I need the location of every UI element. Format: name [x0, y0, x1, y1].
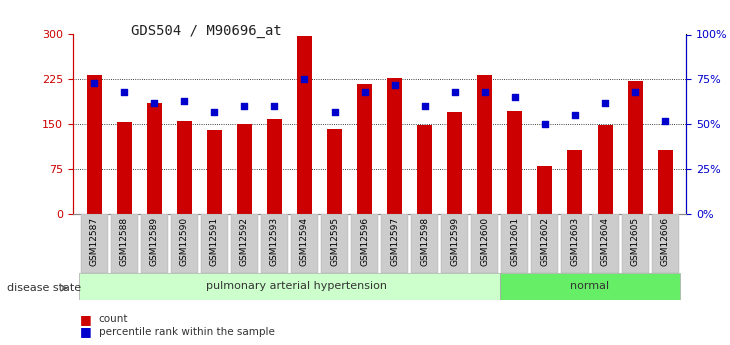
- Bar: [351, 214, 378, 273]
- Bar: [507, 111, 523, 214]
- Text: GSM12602: GSM12602: [540, 217, 550, 266]
- Text: GSM12601: GSM12601: [510, 217, 519, 266]
- Point: [269, 104, 280, 109]
- Bar: [291, 214, 318, 273]
- Point: [479, 89, 491, 95]
- Point: [178, 98, 190, 104]
- Bar: [531, 214, 558, 273]
- Text: GSM12599: GSM12599: [450, 217, 459, 266]
- Point: [569, 112, 581, 118]
- Bar: [387, 78, 402, 214]
- Text: GSM12598: GSM12598: [420, 217, 429, 266]
- Bar: [201, 214, 228, 273]
- Bar: [327, 129, 342, 214]
- Bar: [598, 125, 612, 214]
- Text: pulmonary arterial hypertension: pulmonary arterial hypertension: [207, 282, 388, 291]
- Point: [209, 109, 220, 115]
- Point: [358, 89, 370, 95]
- Text: count: count: [99, 314, 128, 324]
- Point: [629, 89, 641, 95]
- Text: GSM12596: GSM12596: [360, 217, 369, 266]
- Bar: [417, 125, 432, 214]
- Bar: [477, 75, 492, 214]
- Bar: [321, 214, 348, 273]
- Bar: [357, 83, 372, 214]
- Bar: [110, 214, 138, 273]
- Text: GSM12603: GSM12603: [570, 217, 580, 266]
- Point: [659, 118, 671, 124]
- Text: GSM12606: GSM12606: [661, 217, 669, 266]
- Point: [539, 121, 550, 127]
- Text: normal: normal: [570, 282, 610, 291]
- Bar: [177, 121, 192, 214]
- Text: GSM12587: GSM12587: [90, 217, 99, 266]
- Text: GSM12595: GSM12595: [330, 217, 339, 266]
- Bar: [267, 119, 282, 214]
- Text: GSM12597: GSM12597: [390, 217, 399, 266]
- Bar: [502, 214, 529, 273]
- Text: GSM12588: GSM12588: [120, 217, 128, 266]
- Bar: [79, 273, 500, 300]
- Bar: [411, 214, 438, 273]
- Bar: [141, 214, 168, 273]
- Bar: [567, 150, 583, 214]
- Text: disease state: disease state: [7, 283, 82, 293]
- Bar: [87, 75, 101, 214]
- Text: GSM12590: GSM12590: [180, 217, 189, 266]
- Text: GDS504 / M90696_at: GDS504 / M90696_at: [131, 24, 283, 38]
- Bar: [231, 214, 258, 273]
- Point: [239, 104, 250, 109]
- Text: percentile rank within the sample: percentile rank within the sample: [99, 327, 274, 337]
- Text: GSM12592: GSM12592: [240, 217, 249, 266]
- Bar: [261, 214, 288, 273]
- Bar: [441, 214, 468, 273]
- Point: [328, 109, 340, 115]
- Text: GSM12593: GSM12593: [270, 217, 279, 266]
- Point: [599, 100, 611, 106]
- Point: [118, 89, 130, 95]
- Bar: [561, 214, 588, 273]
- Bar: [500, 273, 680, 300]
- Point: [389, 82, 401, 88]
- Text: GSM12591: GSM12591: [210, 217, 219, 266]
- Bar: [628, 81, 642, 214]
- Bar: [658, 150, 672, 214]
- Bar: [207, 130, 222, 214]
- Bar: [537, 166, 553, 214]
- Bar: [472, 214, 499, 273]
- Point: [299, 77, 310, 82]
- Text: GSM12605: GSM12605: [631, 217, 639, 266]
- Bar: [297, 36, 312, 214]
- Text: GSM12604: GSM12604: [601, 217, 610, 266]
- Point: [88, 80, 100, 86]
- Bar: [117, 122, 131, 214]
- Bar: [237, 124, 252, 214]
- Point: [419, 104, 431, 109]
- Text: GSM12600: GSM12600: [480, 217, 489, 266]
- Bar: [591, 214, 618, 273]
- Bar: [147, 103, 161, 214]
- Bar: [381, 214, 408, 273]
- Text: ■: ■: [80, 313, 92, 326]
- Bar: [621, 214, 649, 273]
- Point: [148, 100, 160, 106]
- Text: GSM12594: GSM12594: [300, 217, 309, 266]
- Bar: [652, 214, 679, 273]
- Bar: [171, 214, 198, 273]
- Bar: [80, 214, 107, 273]
- Point: [509, 95, 520, 100]
- Point: [449, 89, 461, 95]
- Text: ■: ■: [80, 325, 92, 338]
- Text: GSM12589: GSM12589: [150, 217, 158, 266]
- Bar: [447, 112, 462, 214]
